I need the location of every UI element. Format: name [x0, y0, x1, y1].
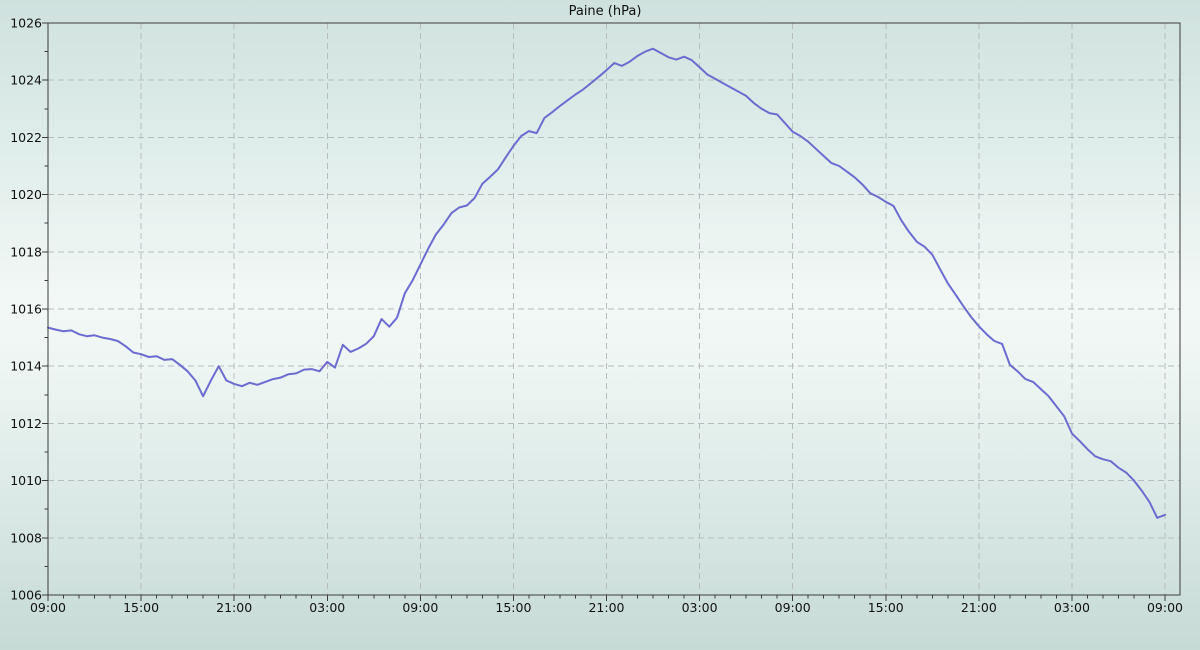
- x-tick-label: 21:00: [961, 600, 997, 615]
- y-tick-label: 1008: [10, 530, 42, 545]
- axis-ticks: [42, 22, 1166, 601]
- x-tick-label: 15:00: [868, 600, 904, 615]
- x-tick-label: 09:00: [30, 600, 66, 615]
- chart-title: Paine (hPa): [569, 4, 642, 19]
- x-tick-label: 09:00: [402, 600, 438, 615]
- gridlines: [47, 22, 1180, 596]
- y-tick-label: 1018: [10, 244, 42, 259]
- x-tick-label: 15:00: [495, 600, 531, 615]
- axis-labels: 09:00 15:00 21:00 03:00 09:00 15:00 21:00 03:00…: [10, 16, 1183, 616]
- x-tick-label: 21:00: [216, 600, 252, 615]
- y-tick-label: 1006: [10, 588, 42, 603]
- y-tick-label: 1020: [10, 187, 42, 202]
- y-tick-label: 1026: [10, 16, 42, 31]
- x-tick-label: 03:00: [309, 600, 345, 615]
- y-tick-label: 1022: [10, 130, 42, 145]
- x-tick-label: 15:00: [123, 600, 159, 615]
- x-tick-label: 03:00: [1054, 600, 1090, 615]
- x-tick-label: 09:00: [775, 600, 811, 615]
- y-tick-label: 1012: [10, 416, 42, 431]
- y-tick-label: 1016: [10, 302, 42, 317]
- x-tick-label: 09:00: [1147, 600, 1183, 615]
- y-tick-label: 1024: [10, 73, 42, 88]
- pressure-line-series: [47, 47, 1166, 519]
- x-tick-label: 21:00: [588, 600, 624, 615]
- y-tick-label: 1014: [10, 359, 42, 374]
- x-tick-label: 03:00: [682, 600, 718, 615]
- y-tick-label: 1010: [10, 473, 42, 488]
